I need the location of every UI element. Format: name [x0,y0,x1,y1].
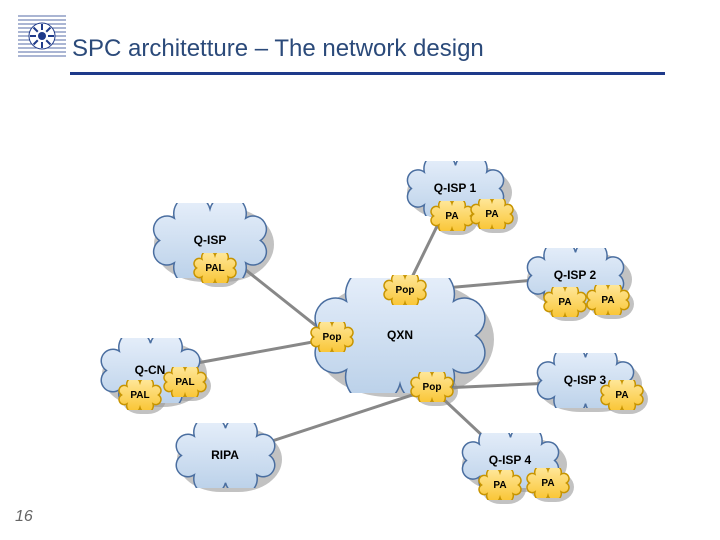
cloud-label: PA [541,478,554,489]
node-pa1b: PA [470,199,514,229]
title-rule [70,72,665,75]
node-pal2: PAL [118,380,162,410]
network-diagram: QXN Q-ISP Q-CN RIPA Q-ISP 1 Q-ISP 2 Q-IS… [0,90,720,510]
cloud-label: PA [615,390,628,401]
node-pop2: Pop [310,322,354,352]
cloud-label: Q-ISP 2 [554,268,596,282]
node-pa4a: PA [478,470,522,500]
cloud-ripa: RIPA [173,423,278,488]
cloud-label: PAL [205,263,224,274]
cloud-label: PA [558,297,571,308]
cloud-label: PA [485,209,498,220]
cloud-label: Pop [323,332,342,343]
node-pal3: PAL [163,367,207,397]
slide-title: SPC architetture – The network design [72,35,484,63]
cloud-label: PA [445,211,458,222]
cloud-label: PAL [130,390,149,401]
cloud-label: Q-ISP [194,233,227,247]
cloud-label: Q-CN [135,363,166,377]
cloud-label: PAL [175,377,194,388]
cloud-label: RIPA [211,448,239,462]
node-pa2b: PA [586,285,630,315]
node-pa4b: PA [526,468,570,498]
node-pa2a: PA [543,287,587,317]
cloud-label: PA [493,480,506,491]
slide-logo [18,12,66,65]
node-pop1: Pop [383,275,427,305]
cloud-label: QXN [387,328,413,342]
cloud-label: Pop [423,382,442,393]
cloud-label: PA [601,295,614,306]
cloud-label: Pop [396,285,415,296]
cloud-label: Q-ISP 1 [434,181,476,195]
node-pal1: PAL [193,253,237,283]
page-number: 16 [15,508,33,526]
cloud-label: Q-ISP 3 [564,373,606,387]
node-pa3a: PA [600,380,644,410]
node-pa1a: PA [430,201,474,231]
cloud-label: Q-ISP 4 [489,453,531,467]
node-pop3: Pop [410,372,454,402]
